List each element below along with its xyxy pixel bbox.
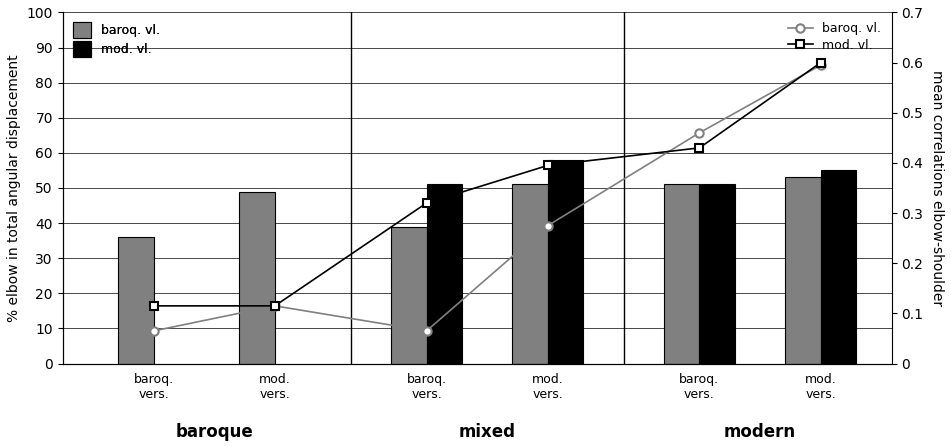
Legend: baroq. vl., mod. vl.: baroq. vl., mod. vl. bbox=[68, 19, 165, 60]
Text: mixed: mixed bbox=[458, 423, 515, 441]
Bar bbox=[699, 185, 735, 363]
Bar bbox=[513, 185, 548, 363]
Text: modern: modern bbox=[724, 423, 796, 441]
Bar bbox=[118, 237, 153, 363]
Bar bbox=[548, 160, 583, 363]
Y-axis label: % elbow in total angular displacement: % elbow in total angular displacement bbox=[7, 54, 21, 322]
Bar bbox=[664, 185, 699, 363]
Legend: baroq. vl., mod. vl.: baroq. vl., mod. vl. bbox=[784, 19, 885, 56]
Bar bbox=[821, 170, 856, 363]
Bar bbox=[426, 185, 462, 363]
Bar bbox=[240, 191, 275, 363]
Bar bbox=[391, 227, 426, 363]
Y-axis label: mean correlations elbow-shoulder: mean correlations elbow-shoulder bbox=[930, 70, 944, 306]
Bar bbox=[786, 177, 821, 363]
Text: baroque: baroque bbox=[175, 423, 253, 441]
